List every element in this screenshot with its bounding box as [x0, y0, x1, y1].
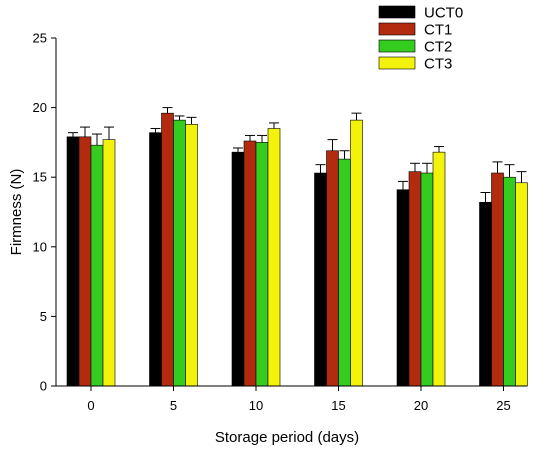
bar-ct3-20 [432, 151, 446, 387]
y-tick-label: 0 [40, 379, 47, 394]
y-tick-label: 5 [40, 309, 47, 324]
bar-ct1-0 [78, 136, 92, 387]
bar-ct1-15 [326, 150, 339, 387]
bar-ct3-5 [185, 124, 198, 387]
y-tick-label: 20 [33, 100, 47, 115]
y-tick-label: 15 [33, 170, 47, 185]
legend-label-ct2: CT2 [424, 39, 452, 56]
x-tick-label: 20 [414, 398, 428, 413]
bar-uct0-15 [314, 172, 327, 387]
legend-swatch-ct1 [378, 22, 416, 36]
x-axis-title: Storage period (days) [215, 429, 359, 446]
bar-ct1-10 [243, 140, 257, 387]
bar-ct2-0 [90, 144, 104, 387]
bar-ct1-20 [408, 171, 422, 387]
bar-uct0-10 [231, 151, 245, 387]
bar-ct2-10 [255, 142, 269, 387]
bar-ct3-15 [350, 119, 363, 387]
x-tick-label: 15 [331, 398, 345, 413]
bar-ct2-25 [503, 176, 516, 387]
bar-ct3-25 [515, 182, 528, 387]
x-tick-label: 5 [170, 398, 177, 413]
legend-swatch-uct0 [378, 5, 416, 19]
legend-label-uct0: UCT0 [424, 5, 463, 22]
legend-swatch-ct2 [378, 39, 416, 53]
legend-swatch-ct3 [378, 56, 416, 70]
error-bars-group [68, 107, 527, 203]
x-tick-label: 0 [87, 398, 94, 413]
y-axis-title: Firmness (N) [8, 169, 25, 256]
bar-ct1-5 [161, 112, 174, 387]
x-tick-label: 25 [496, 398, 510, 413]
bar-uct0-0 [66, 136, 80, 387]
bar-uct0-25 [479, 201, 492, 387]
bar-ct2-15 [338, 158, 351, 387]
bar-ct2-5 [173, 119, 186, 387]
bar-ct1-25 [491, 172, 504, 387]
legend-label-ct3: CT3 [424, 56, 452, 73]
bar-ct2-20 [420, 172, 434, 387]
bar-ct3-0 [102, 139, 116, 387]
bars-group [66, 112, 528, 387]
x-tick-label: 10 [249, 398, 263, 413]
bar-uct0-5 [149, 132, 162, 387]
bar-ct3-10 [267, 128, 281, 387]
y-tick-label: 25 [33, 31, 47, 46]
x-ticks-group: 0 5 10 15 20 25 [87, 386, 511, 413]
y-ticks-group: 0 5 10 15 20 25 [33, 31, 56, 394]
bar-uct0-20 [396, 189, 410, 387]
legend-label-ct1: CT1 [424, 22, 452, 39]
y-tick-label: 10 [33, 239, 47, 254]
